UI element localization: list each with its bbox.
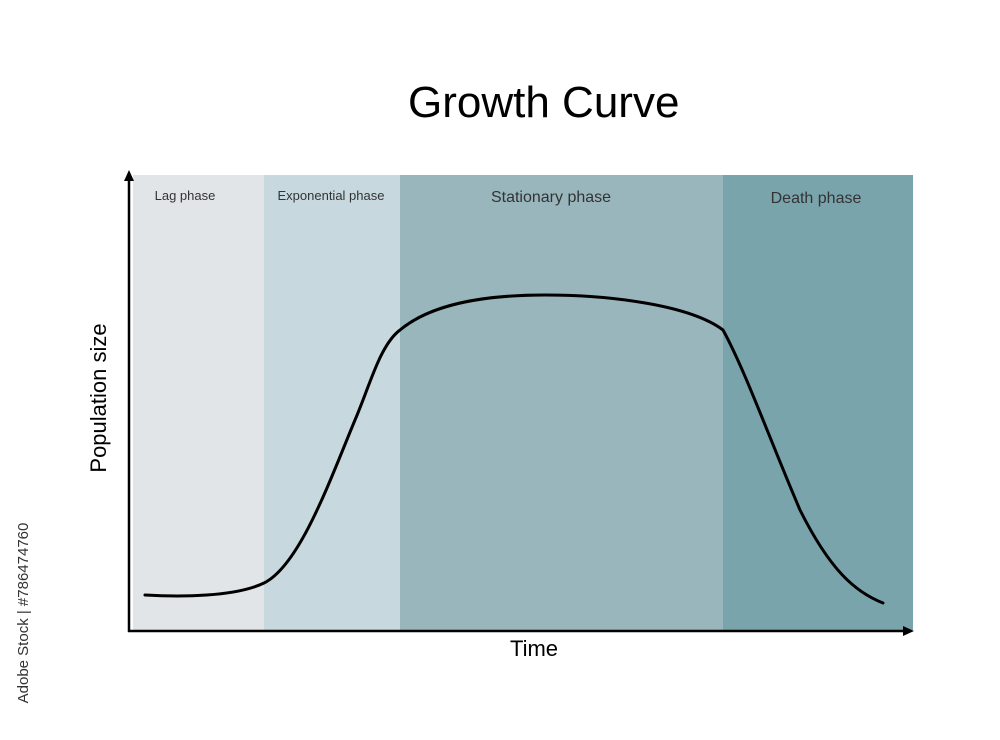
exponential-phase-band bbox=[264, 175, 400, 630]
diagram-title: Growth Curve bbox=[408, 78, 680, 127]
lag-phase-band bbox=[133, 175, 264, 630]
side-watermark: Adobe Stock | #786474760 bbox=[15, 523, 32, 704]
x-axis-label: Time bbox=[510, 636, 558, 661]
y-axis-label: Population size bbox=[86, 323, 111, 472]
death-phase-label: Death phase bbox=[771, 190, 862, 207]
stationary-phase-band bbox=[400, 175, 723, 630]
y-axis-arrow-icon bbox=[124, 170, 134, 181]
exponential-phase-label: Exponential phase bbox=[278, 188, 385, 203]
death-phase-band bbox=[723, 175, 913, 630]
lag-phase-label: Lag phase bbox=[155, 188, 216, 203]
stationary-phase-label: Stationary phase bbox=[491, 189, 611, 206]
x-axis-arrow-icon bbox=[903, 626, 914, 636]
population-curve bbox=[143, 293, 885, 605]
